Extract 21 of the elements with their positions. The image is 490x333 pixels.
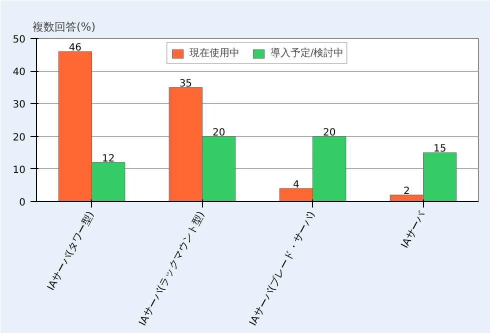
x-tick-label: IAサーバ(ブレード・サーバ) (247, 209, 318, 328)
data-label: 20 (322, 127, 336, 138)
y-tick-label: 10 (12, 164, 26, 176)
x-tick-label: IAサーバ(タワー型) (44, 209, 97, 292)
data-label: 20 (212, 127, 226, 138)
data-label: 35 (179, 78, 192, 90)
y-tick-label: 30 (12, 100, 26, 111)
y-tick-label: 40 (12, 67, 26, 78)
x-tick-label: IAサーバ (400, 209, 429, 250)
data-label: 12 (102, 153, 115, 164)
y-tick-label: 20 (12, 132, 26, 144)
legend-label: 現在使用中 (189, 46, 240, 60)
y-tick-label: 0 (19, 198, 26, 208)
data-label: 46 (68, 42, 82, 54)
y-tick-label: 50 (12, 34, 26, 46)
y-axis-title: 複数回答(%) (32, 20, 96, 34)
legend-label: 導入予定/検討中 (270, 46, 344, 60)
data-label: 15 (433, 144, 446, 155)
data-label: 2 (403, 186, 410, 197)
data-label: 4 (292, 179, 300, 190)
x-tick-label: IAサーバ(ラックマウント型) (136, 209, 208, 328)
